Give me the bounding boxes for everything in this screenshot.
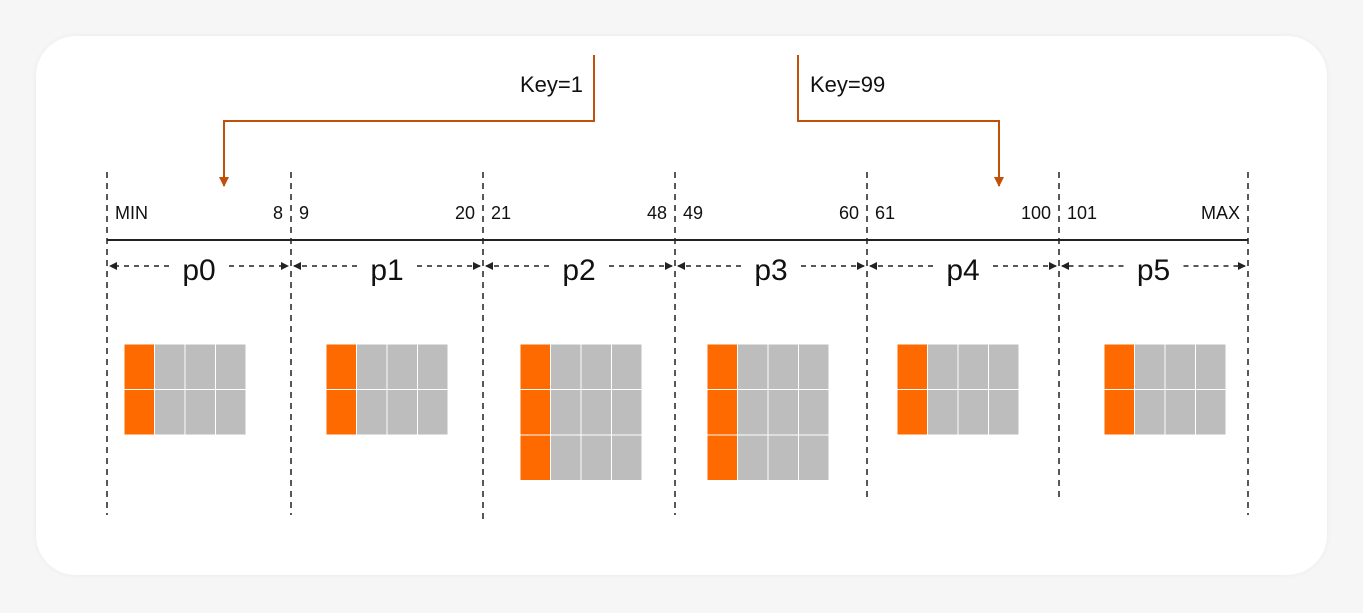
value-cell <box>550 434 582 481</box>
range-start-label: MIN <box>115 203 148 223</box>
key-route-arrow <box>219 55 595 187</box>
value-cell <box>737 343 769 390</box>
key-cell <box>706 389 738 436</box>
value-cell <box>184 343 216 390</box>
key-cell <box>896 389 928 436</box>
range-start-label: 21 <box>491 203 511 223</box>
value-cell <box>798 343 830 390</box>
value-cell <box>550 343 582 390</box>
value-cell <box>550 389 582 436</box>
key-cell <box>1103 343 1135 390</box>
value-cell <box>154 343 186 390</box>
key-cell <box>325 343 357 390</box>
key-cell <box>519 389 551 436</box>
value-cell <box>215 343 247 390</box>
range-end-label: 20 <box>455 203 475 223</box>
partition-label: p5 <box>1137 254 1170 287</box>
value-cell <box>386 389 418 436</box>
range-end-label: 60 <box>839 203 859 223</box>
value-cell <box>417 343 449 390</box>
key-cell <box>123 389 155 436</box>
key-cell <box>123 343 155 390</box>
range-start-label: 49 <box>683 203 703 223</box>
value-cell <box>1134 343 1166 390</box>
value-cell <box>1195 343 1227 390</box>
key-cell <box>1103 389 1135 436</box>
value-cell <box>215 389 247 436</box>
range-end-label: MAX <box>1201 203 1240 223</box>
value-cell <box>988 389 1020 436</box>
value-cell <box>927 343 959 390</box>
value-cell <box>611 434 643 481</box>
partition-label: p0 <box>182 254 215 287</box>
value-cell <box>356 343 388 390</box>
key-cell <box>706 434 738 481</box>
value-cell <box>386 343 418 390</box>
partition-label: p4 <box>946 254 979 287</box>
partition-label: p3 <box>754 254 787 287</box>
value-cell <box>580 343 612 390</box>
diagram-card <box>36 36 1327 575</box>
range-start-label: 9 <box>299 203 309 223</box>
value-cell <box>737 389 769 436</box>
value-cell <box>184 389 216 436</box>
value-cell <box>154 389 186 436</box>
key-label: Key=1 <box>520 72 583 97</box>
value-cell <box>798 389 830 436</box>
key-cell <box>325 389 357 436</box>
value-cell <box>767 434 799 481</box>
key-cell <box>519 434 551 481</box>
value-cell <box>580 434 612 481</box>
value-cell <box>927 389 959 436</box>
partition-label: p1 <box>370 254 403 287</box>
range-end-label: 48 <box>647 203 667 223</box>
key-cell <box>706 343 738 390</box>
value-cell <box>611 389 643 436</box>
range-end-label: 100 <box>1021 203 1051 223</box>
key-cell <box>896 343 928 390</box>
value-cell <box>417 389 449 436</box>
value-cell <box>356 389 388 436</box>
value-cell <box>737 434 769 481</box>
key-route-arrow <box>797 55 1004 187</box>
value-cell <box>767 389 799 436</box>
value-cell <box>580 389 612 436</box>
value-cell <box>611 343 643 390</box>
value-cell <box>957 343 989 390</box>
value-cell <box>767 343 799 390</box>
value-cell <box>957 389 989 436</box>
value-cell <box>1164 389 1196 436</box>
partition-label: p2 <box>562 254 595 287</box>
value-cell <box>1134 389 1166 436</box>
value-cell <box>1195 389 1227 436</box>
value-cell <box>798 434 830 481</box>
range-start-label: 61 <box>875 203 895 223</box>
range-end-label: 8 <box>273 203 283 223</box>
value-cell <box>988 343 1020 390</box>
range-start-label: 101 <box>1067 203 1097 223</box>
key-label: Key=99 <box>810 72 885 97</box>
value-cell <box>1164 343 1196 390</box>
key-cell <box>519 343 551 390</box>
